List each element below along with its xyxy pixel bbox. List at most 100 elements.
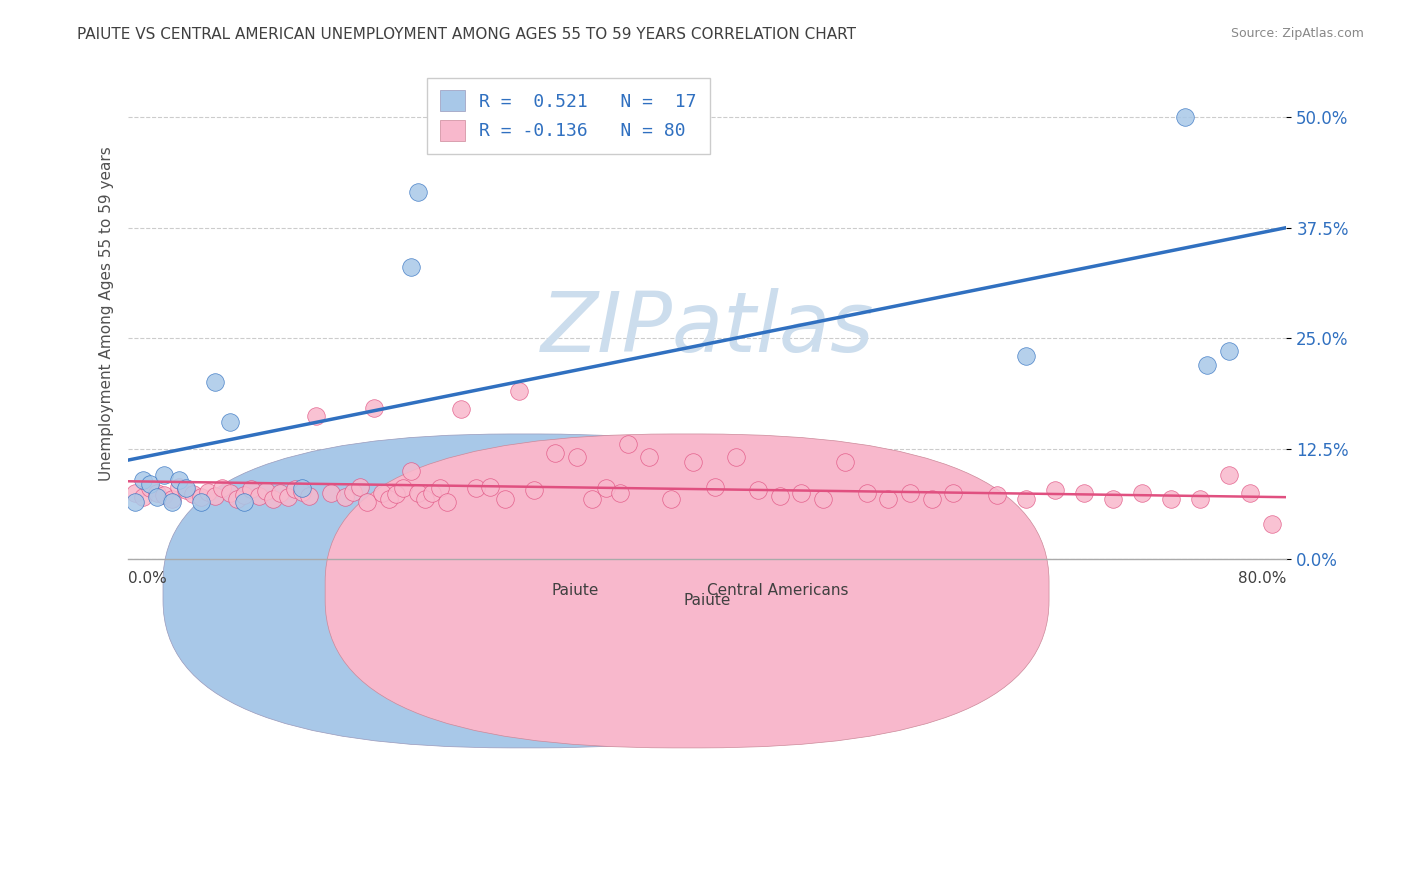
Point [363,401,385,415]
Point [855,485,877,500]
Point [682,455,704,469]
Point [565,450,588,465]
Text: ZIPatlas: ZIPatlas [540,288,875,369]
Point [1188,491,1211,506]
Point [1195,358,1218,372]
Point [942,485,965,500]
Point [349,479,371,493]
Legend: R =  0.521   N =  17, R = -0.136   N = 80: R = 0.521 N = 17, R = -0.136 N = 80 [427,78,710,153]
Point [523,483,546,497]
Point [725,450,748,465]
FancyBboxPatch shape [163,434,887,747]
Point [834,455,856,469]
Point [174,483,197,497]
Point [1130,485,1153,500]
Point [385,486,408,500]
Point [146,490,169,504]
Point [1160,491,1182,506]
Point [1043,483,1066,497]
Point [291,481,314,495]
Point [1261,516,1284,531]
Point [1015,349,1038,363]
Point [436,494,458,508]
Text: Central Americans: Central Americans [707,583,849,599]
Point [508,384,530,398]
Point [921,491,943,506]
Point [877,491,900,506]
Point [609,485,631,500]
Point [1218,344,1240,359]
Point [747,483,769,497]
Point [399,464,422,478]
Point [124,485,146,500]
Point [167,473,190,487]
Point [342,484,364,499]
Point [139,481,162,495]
Point [494,491,516,506]
Point [233,488,256,502]
Point [132,490,155,504]
Point [190,494,212,508]
Point [399,260,422,275]
Point [450,401,472,416]
Point [167,479,190,493]
Point [218,485,240,500]
Point [218,415,240,429]
Point [595,481,617,495]
Point [247,489,270,503]
Point [1218,468,1240,483]
Point [211,481,233,495]
Point [183,486,205,500]
FancyBboxPatch shape [325,434,1049,747]
Text: 0.0%: 0.0% [128,571,167,586]
Point [420,485,443,500]
Point [319,485,342,500]
Point [413,491,436,506]
Point [544,446,567,460]
Point [284,482,307,496]
Point [1073,485,1095,500]
Point [276,490,298,504]
Point [153,488,176,502]
Point [160,494,183,508]
Point [204,489,226,503]
Point [811,491,834,506]
Point [703,479,725,493]
Point [1174,110,1197,124]
Point [240,482,263,496]
Point [659,491,682,506]
Point [132,473,155,487]
Point [233,494,256,508]
Point [160,491,183,506]
Point [464,481,486,495]
Point [197,484,219,499]
Point [392,481,415,495]
Point [124,494,146,508]
Point [616,437,638,451]
Point [262,491,284,506]
Point [378,491,401,506]
Point [898,485,921,500]
Point [429,481,451,495]
Point [986,488,1008,502]
Point [204,376,226,390]
Point [225,491,247,506]
Text: Paiute: Paiute [683,593,731,608]
Point [356,494,378,508]
Point [298,489,321,503]
Point [153,468,176,483]
Point [406,485,429,500]
Point [254,483,277,498]
Point [291,484,314,499]
Point [406,186,429,200]
Point [1015,491,1038,506]
Point [1101,491,1123,506]
Point [305,409,328,423]
Point [370,485,392,500]
Point [146,485,169,500]
Text: PAIUTE VS CENTRAL AMERICAN UNEMPLOYMENT AMONG AGES 55 TO 59 YEARS CORRELATION CH: PAIUTE VS CENTRAL AMERICAN UNEMPLOYMENT … [77,27,856,42]
Point [174,481,197,495]
Point [769,489,792,503]
Point [139,477,162,491]
Text: 80.0%: 80.0% [1239,571,1286,586]
